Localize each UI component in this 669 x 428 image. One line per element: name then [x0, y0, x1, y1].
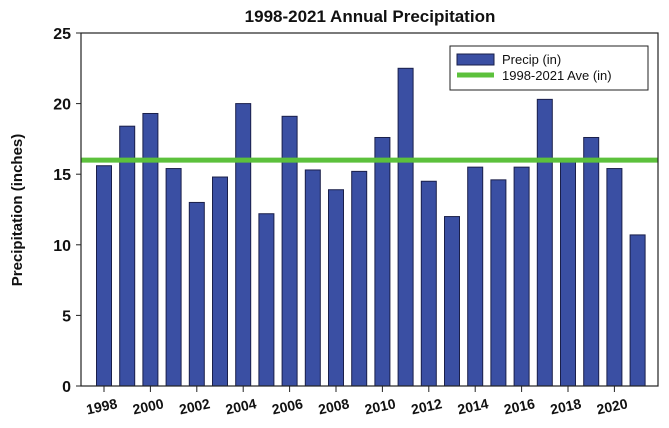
bar-2009: [351, 170, 368, 387]
bar-2020: [606, 168, 623, 387]
x-tick-label: 2000: [131, 395, 165, 417]
bar-2006: [281, 115, 298, 387]
bar-2014: [467, 166, 484, 387]
y-tick-label: 10: [53, 238, 71, 255]
bar-2018: [560, 159, 576, 387]
y-tick-label: 5: [62, 308, 71, 325]
x-tick-label: 2002: [178, 395, 212, 417]
chart-title: 1998-2021 Annual Precipitation: [245, 7, 496, 26]
x-tick-label: 2012: [410, 395, 444, 417]
y-tick-label: 25: [53, 26, 71, 43]
bar-2003: [212, 176, 228, 387]
x-tick-label: 2014: [456, 395, 490, 417]
x-tick-label: 2010: [363, 395, 397, 417]
bar-2008: [328, 189, 344, 387]
bar-2010: [374, 136, 391, 387]
bar-2019: [583, 136, 600, 387]
legend-label-precip: Precip (in): [502, 52, 561, 67]
bar-2002: [188, 201, 205, 387]
x-tick-label: 2006: [270, 395, 304, 417]
y-tick-label: 0: [62, 379, 71, 396]
bar-2000: [142, 112, 159, 387]
y-tick-label: 20: [53, 97, 71, 114]
x-tick-label: 1998: [85, 395, 119, 417]
x-tick-label: 2016: [502, 395, 536, 417]
bar-2016: [513, 166, 530, 387]
bar-2021: [629, 234, 646, 387]
bar-2004: [235, 103, 252, 387]
legend-bar-swatch: [456, 53, 495, 66]
x-tick-label: 2004: [224, 395, 258, 417]
x-tick-label: 2020: [595, 395, 629, 417]
x-tick-label: 2008: [317, 395, 351, 417]
bar-2013: [444, 216, 460, 387]
bar-2007: [304, 169, 321, 387]
bar-2012: [420, 180, 437, 387]
bar-2017: [536, 98, 553, 387]
bar-2005: [258, 213, 275, 387]
y-tick-label: 15: [53, 167, 71, 184]
bar-2011: [397, 67, 414, 387]
x-tick-label: 2018: [549, 395, 583, 417]
bar-1999: [119, 125, 136, 387]
bar-1998: [96, 165, 112, 387]
y-axis-label: Precipitation (inches): [9, 134, 26, 287]
legend-label-average: 1998-2021 Ave (in): [502, 68, 612, 83]
bar-2001: [165, 168, 182, 387]
bar-2015: [490, 179, 507, 387]
plot-frame: [80, 32, 659, 387]
legend-box: [449, 45, 649, 91]
legend: Precip (in) 1998-2021 Ave (in): [449, 45, 649, 91]
